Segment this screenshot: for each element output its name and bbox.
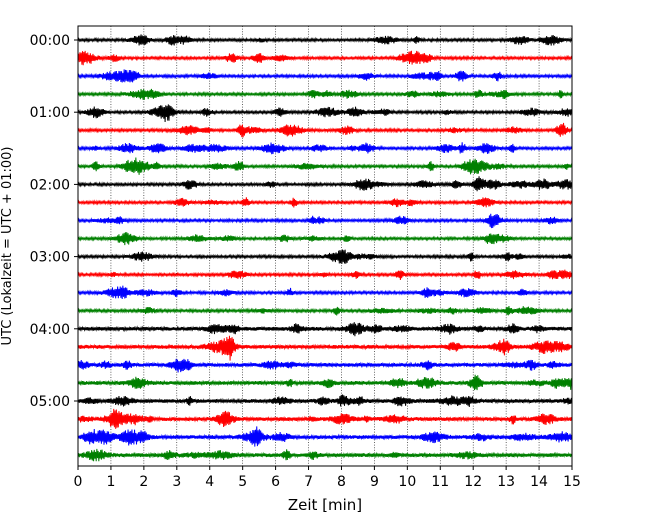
trace-group [77,34,573,462]
trace-line [77,232,573,246]
x-axis-ticks: 0 1 2 3 4 5 6 7 8 9 10 11 12 13 14 15 [74,466,581,490]
x-tick-label: 7 [304,474,313,490]
x-tick-label: 2 [139,474,148,490]
trace-line [77,394,573,408]
trace-line [77,358,573,373]
trace-line [77,213,573,229]
trace-line [77,104,573,123]
y-axis-ticks: 00:00 01:00 02:00 03:00 04:00 05:00 [30,33,78,410]
trace-line [77,88,573,100]
x-tick-label: 12 [464,474,482,490]
trace-line [77,50,573,66]
y-tick-label: 04:00 [30,322,70,338]
trace-line [77,408,573,429]
trace-line [77,306,573,316]
y-axis-label: UTC (Lokalzeit = UTC + 01:00) [0,147,15,346]
trace-line [77,122,573,138]
trace-line [77,269,573,280]
trace-line [77,448,573,462]
trace-line [77,322,573,337]
x-tick-label: 8 [337,474,346,490]
x-tick-label: 10 [398,474,416,490]
trace-line [77,335,573,361]
x-tick-label: 15 [563,474,581,490]
y-tick-label: 00:00 [30,33,70,49]
trace-line [77,69,573,83]
trace-line [77,285,573,299]
x-tick-label: 9 [370,474,379,490]
x-tick-label: 4 [205,474,214,490]
trace-line [77,142,573,155]
trace-line [77,249,573,264]
x-tick-label: 11 [431,474,449,490]
x-tick-label: 13 [497,474,515,490]
y-tick-label: 02:00 [30,177,70,193]
trace-line [77,426,573,447]
vertical-grid [110,26,540,466]
trace-line [77,374,573,391]
x-tick-label: 6 [271,474,280,490]
plot-frame [77,25,573,467]
x-axis-label: Zeit [min] [288,496,362,514]
x-tick-label: 14 [530,474,548,490]
x-tick-label: 5 [238,474,247,490]
x-tick-label: 3 [172,474,181,490]
y-tick-label: 03:00 [30,250,70,266]
y-tick-label: 01:00 [30,105,70,121]
y-tick-label: 05:00 [30,394,70,410]
x-tick-label: 1 [106,474,115,490]
x-tick-label: 0 [74,474,83,490]
trace-line [77,34,573,46]
trace-line [77,157,573,175]
trace-line [77,176,573,192]
trace-line [77,197,573,208]
